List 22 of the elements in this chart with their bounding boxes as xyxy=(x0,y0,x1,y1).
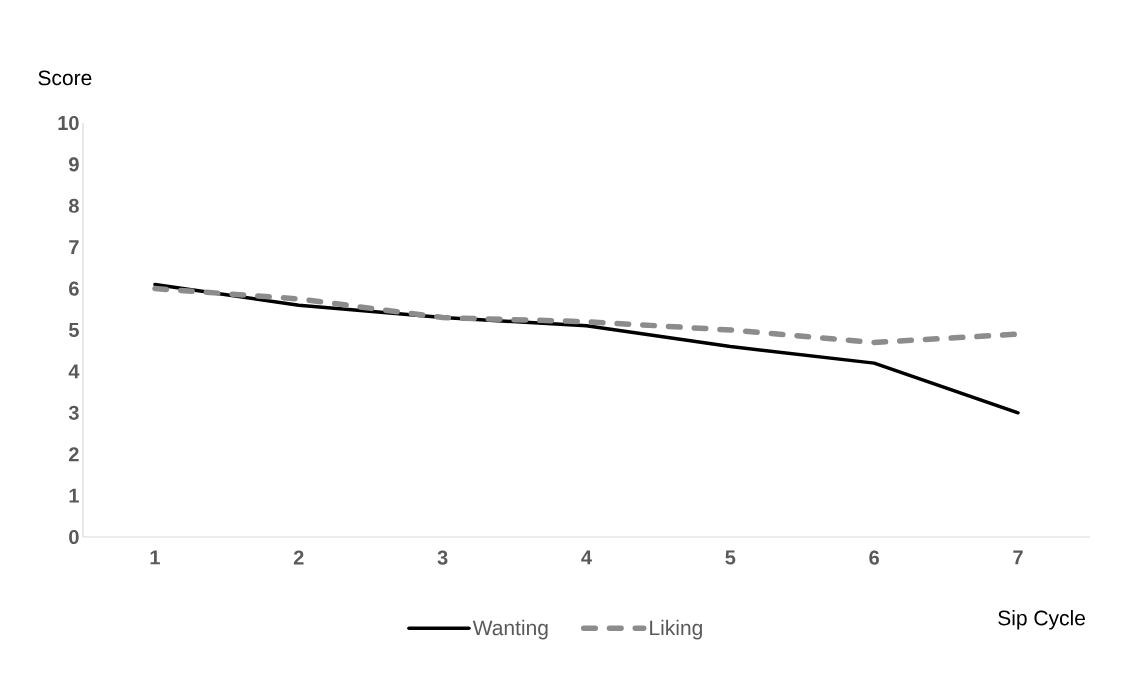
x-tick-label: 4 xyxy=(581,550,592,565)
y-tick-label: 2 xyxy=(69,447,79,462)
legend-label: Liking xyxy=(650,619,702,640)
y-tick-label: 6 xyxy=(69,281,79,296)
y-tick-label: 5 xyxy=(68,323,79,337)
x-tick-label: 5 xyxy=(725,550,736,565)
x-tick-label: 3 xyxy=(437,550,448,565)
y-tick-label: 8 xyxy=(68,198,79,213)
y-tick-label: 9 xyxy=(69,157,79,172)
legend-label: Wanting xyxy=(472,619,548,640)
x-tick-label: 1 xyxy=(150,550,160,565)
x-tick-label: 6 xyxy=(869,550,879,565)
x-axis-title: Sip Cycle xyxy=(998,610,1085,630)
x-tick-label: 2 xyxy=(293,550,304,565)
y-tick-label: 4 xyxy=(68,364,80,379)
y-tick-label: 7 xyxy=(69,240,79,255)
y-tick-label: 1 xyxy=(69,488,79,503)
y-axis-title: Score xyxy=(38,70,92,86)
x-tick-label: 7 xyxy=(1013,550,1023,565)
y-tick-label: 0 xyxy=(69,529,79,545)
y-tick-label: 10 xyxy=(58,115,79,131)
y-tick-label: 3 xyxy=(68,405,79,420)
